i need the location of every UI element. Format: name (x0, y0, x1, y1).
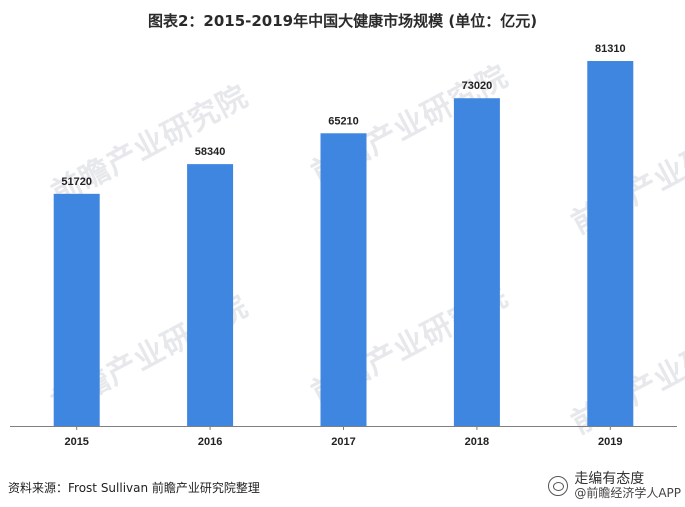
brand-app: @前瞻经济学人APP (574, 486, 681, 500)
data-label-2015: 51720 (61, 176, 92, 188)
data-label-2019: 81310 (595, 43, 626, 55)
wechat-icon (548, 476, 569, 496)
chart-title: 图表2：2015-2019年中国大健康市场规模 (单位：亿元) (147, 12, 538, 30)
bar-2017 (320, 133, 367, 427)
data-label-2016: 58340 (195, 146, 226, 158)
bar-2015 (53, 193, 100, 426)
source-note: 资料来源：Frost Sullivan 前瞻产业研究院整理 (8, 481, 260, 495)
x-tick-label-2016: 2016 (198, 436, 222, 448)
brand-slogan: 走编有态度 (574, 471, 645, 487)
bar-2018 (453, 98, 500, 426)
x-tick-label-2017: 2017 (331, 436, 355, 448)
x-tick-label-2018: 2018 (465, 436, 489, 448)
bar-2019 (587, 61, 634, 426)
data-label-2018: 73020 (462, 80, 493, 92)
brand-badge: 走编有态度 @前瞻经济学人APP (548, 472, 681, 500)
bar-chart: 51720 2015 58340 2016 65210 2017 73020 2018 8131… (10, 43, 677, 448)
x-tick-label-2015: 2015 (64, 436, 88, 448)
x-tick-label-2019: 2019 (598, 436, 622, 448)
data-label-2017: 65210 (328, 115, 359, 127)
bar-2016 (187, 164, 234, 426)
